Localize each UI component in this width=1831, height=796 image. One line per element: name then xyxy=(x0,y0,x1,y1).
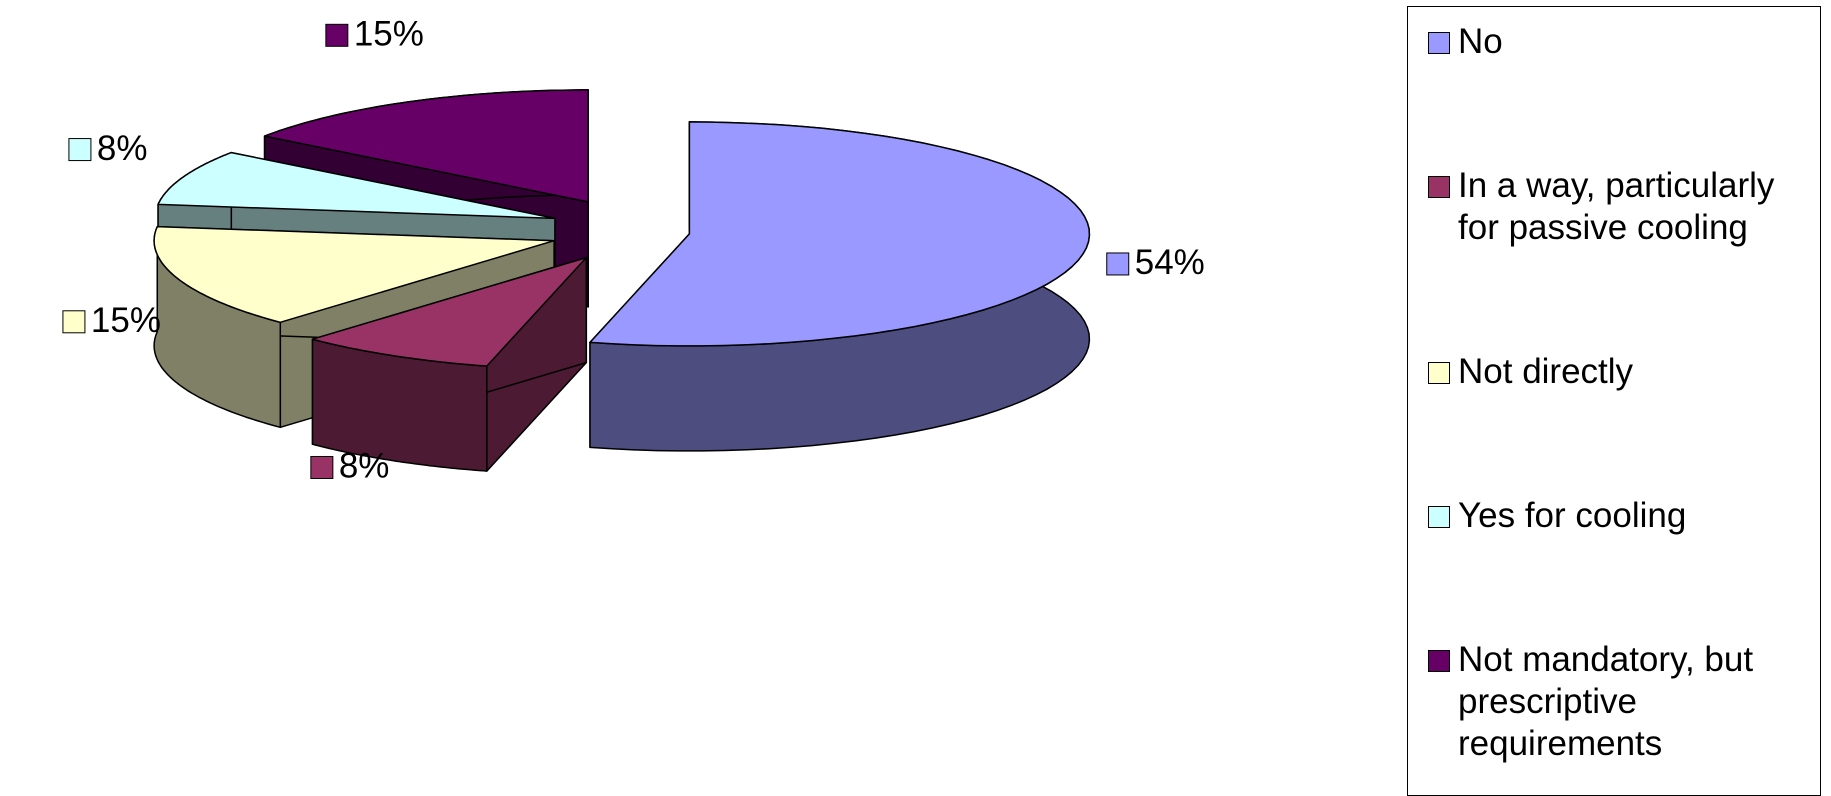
legend-label: Not directly xyxy=(1458,351,1633,393)
legend-entry: Yes for cooling xyxy=(1428,495,1810,537)
legend-swatch xyxy=(1428,506,1450,528)
data-label: 54% xyxy=(1135,243,1205,282)
label-swatch xyxy=(69,139,91,161)
legend-entry: Not directly xyxy=(1428,351,1810,393)
data-label: 15% xyxy=(91,301,161,340)
label-swatch xyxy=(63,311,85,333)
label-swatch xyxy=(311,456,333,478)
legend: No In a way, particularly for passive coo… xyxy=(1407,6,1821,796)
page: 54% 8% 15% 8% 15% No In a way, particularly f… xyxy=(0,0,1831,784)
data-label: 8% xyxy=(97,129,148,168)
legend-label: No xyxy=(1458,21,1503,63)
pie-slice xyxy=(590,122,1089,451)
legend-swatch xyxy=(1428,650,1450,672)
legend-swatch xyxy=(1428,176,1450,198)
legend-label: Not mandatory, but prescriptive requirem… xyxy=(1458,639,1810,765)
legend-label: Yes for cooling xyxy=(1458,495,1686,537)
legend-entry: Not mandatory, but prescriptive requirem… xyxy=(1428,639,1810,765)
data-label: 15% xyxy=(354,15,424,54)
legend-swatch xyxy=(1428,32,1450,54)
label-swatch xyxy=(1107,253,1129,275)
legend-swatch xyxy=(1428,362,1450,384)
data-label: 8% xyxy=(339,447,390,486)
legend-label: In a way, particularly for passive cooli… xyxy=(1458,165,1810,249)
legend-entry: No xyxy=(1428,21,1810,63)
label-swatch xyxy=(326,24,348,46)
legend-entry: In a way, particularly for passive cooli… xyxy=(1428,165,1810,249)
chart: 54% 8% 15% 8% 15% xyxy=(0,0,1400,784)
